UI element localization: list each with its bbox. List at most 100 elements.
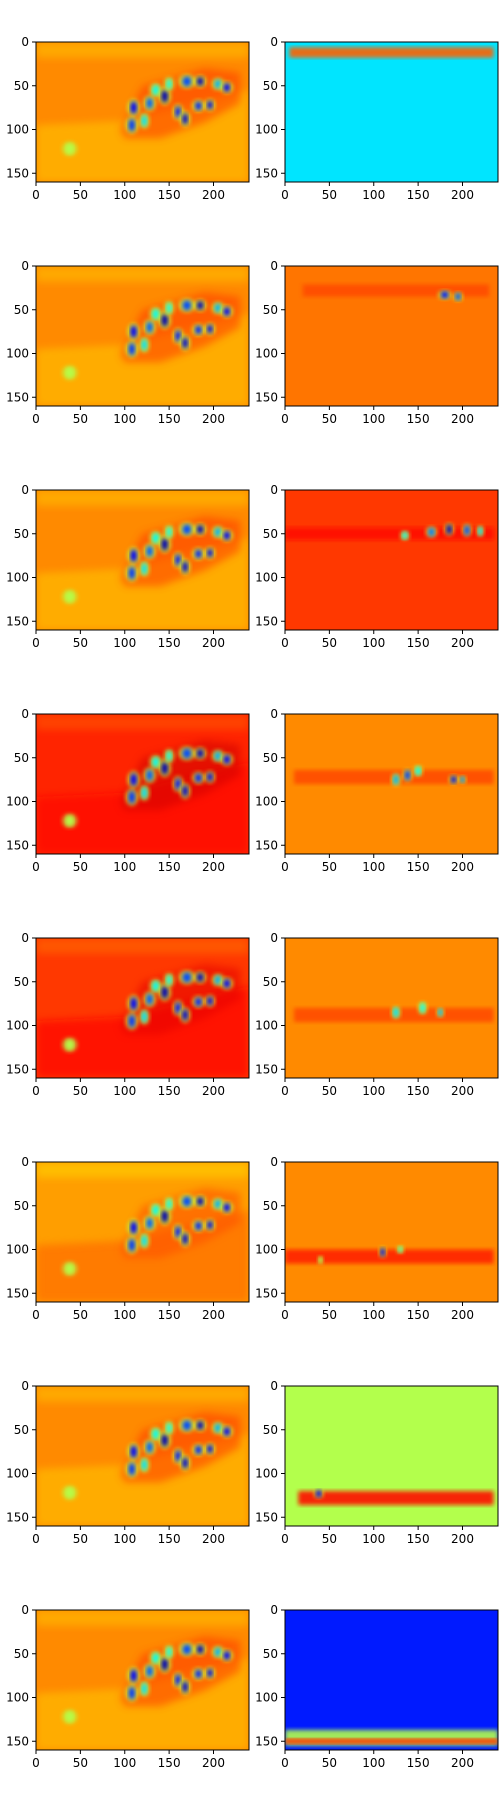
blob	[130, 101, 137, 114]
blob	[161, 538, 168, 551]
x-tick-label: 50	[322, 1532, 337, 1546]
y-tick-label: 50	[263, 527, 278, 541]
blob	[196, 973, 204, 982]
x-tick-label: 200	[202, 636, 225, 650]
upper-band	[36, 1386, 249, 1402]
y-tick-label: 50	[263, 975, 278, 989]
y-tick-label: 150	[255, 614, 278, 628]
y-tick-label: 50	[263, 1423, 278, 1437]
x-tick-label: 150	[407, 188, 430, 202]
blob	[146, 1217, 153, 1229]
y-tick-label: 100	[255, 1691, 278, 1705]
x-tick-label: 200	[451, 1756, 474, 1770]
blob	[152, 85, 160, 96]
blob	[175, 778, 181, 790]
blob	[318, 1256, 323, 1264]
x-tick-label: 0	[281, 1756, 289, 1770]
blob	[182, 113, 188, 125]
blob	[214, 527, 222, 537]
blob	[182, 1233, 188, 1245]
axes-frame	[35, 1609, 250, 1751]
blob	[65, 1711, 74, 1722]
blob	[207, 1220, 213, 1230]
x-tick-label: 150	[158, 1308, 181, 1322]
x-tick-label: 0	[281, 188, 289, 202]
blob	[182, 1457, 188, 1469]
blob	[146, 321, 153, 333]
heatmap-body	[285, 42, 498, 182]
blob	[182, 76, 192, 87]
band	[285, 1249, 494, 1264]
upper-band	[36, 938, 249, 954]
y-tick-label: 0	[270, 35, 278, 49]
y-tick-label: 0	[270, 483, 278, 497]
y-tick-label: 100	[6, 571, 29, 585]
y-tick-label: 0	[21, 1603, 29, 1617]
y-tick-label: 150	[255, 838, 278, 852]
blob	[141, 1235, 147, 1247]
heatmap-body	[285, 1162, 498, 1302]
panel-r2-c1: 0 50 100 150 200 0 50 100 150	[6, 259, 250, 426]
y-tick-label: 100	[6, 347, 29, 361]
y-tick-label: 150	[255, 1062, 278, 1076]
x-tick-label: 0	[32, 860, 40, 874]
x-tick-label: 0	[281, 860, 289, 874]
blob	[141, 115, 147, 127]
axes-frame	[35, 265, 250, 407]
x-tick-label: 0	[281, 1308, 289, 1322]
y-tick-label: 0	[21, 483, 29, 497]
axes-frame	[35, 937, 250, 1079]
x-tick-label: 150	[407, 1308, 430, 1322]
blob	[146, 1665, 153, 1677]
blob	[146, 97, 153, 109]
blob	[195, 549, 202, 559]
blob	[161, 986, 168, 999]
blob	[175, 1002, 181, 1014]
y-tick-label: 0	[21, 707, 29, 721]
blob	[166, 975, 172, 985]
blob	[455, 292, 461, 301]
blob	[223, 1427, 231, 1436]
panel-r5-c2: 0 50 100 150 200 0 50 100 150	[255, 931, 499, 1098]
blob	[460, 776, 465, 783]
x-tick-label: 100	[113, 1756, 136, 1770]
blob	[182, 1196, 192, 1207]
y-tick-label: 50	[14, 303, 29, 317]
blob	[175, 1226, 181, 1238]
y-tick-label: 100	[255, 795, 278, 809]
blob	[175, 1674, 181, 1686]
x-tick-label: 100	[113, 1308, 136, 1322]
heatmap-body	[36, 1162, 249, 1302]
axes-frame	[284, 713, 499, 855]
blob	[464, 525, 470, 536]
x-tick-label: 100	[113, 860, 136, 874]
y-tick-label: 0	[270, 1379, 278, 1393]
blob	[415, 766, 421, 776]
blob	[195, 1221, 202, 1231]
axes-frame	[35, 1385, 250, 1527]
blob	[182, 785, 188, 797]
blob	[207, 996, 213, 1006]
panel-r7-c2: 0 50 100 150 200 0 50 100 150	[255, 1379, 499, 1546]
x-tick-label: 200	[451, 412, 474, 426]
y-tick-label: 50	[14, 751, 29, 765]
heatmap-body	[285, 1386, 498, 1526]
heatmap-body	[285, 1610, 498, 1750]
blob	[316, 1489, 322, 1498]
y-tick-label: 0	[21, 1155, 29, 1169]
blob	[195, 997, 202, 1007]
x-tick-label: 200	[202, 1532, 225, 1546]
blob	[128, 1687, 136, 1700]
blob	[152, 533, 160, 544]
heatmap-background	[285, 1162, 498, 1302]
x-tick-label: 100	[362, 636, 385, 650]
panel-r8-c1: 0 50 100 150 200 0 50 100 150	[6, 1603, 250, 1770]
y-tick-label: 50	[14, 1423, 29, 1437]
x-tick-label: 100	[113, 1084, 136, 1098]
upper-band	[36, 1162, 249, 1178]
x-tick-label: 0	[281, 636, 289, 650]
y-tick-label: 0	[270, 931, 278, 945]
band	[285, 527, 494, 540]
y-tick-label: 150	[255, 166, 278, 180]
axes-frame	[284, 265, 499, 407]
